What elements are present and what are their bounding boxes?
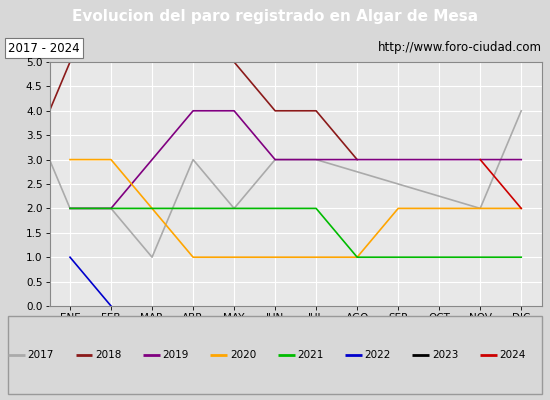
Text: 2024: 2024 — [499, 350, 526, 360]
Text: Evolucion del paro registrado en Algar de Mesa: Evolucion del paro registrado en Algar d… — [72, 10, 478, 24]
Text: 2017: 2017 — [28, 350, 54, 360]
Text: http://www.foro-ciudad.com: http://www.foro-ciudad.com — [378, 42, 542, 54]
Text: 2020: 2020 — [230, 350, 256, 360]
Text: 2023: 2023 — [432, 350, 458, 360]
Text: 2019: 2019 — [162, 350, 189, 360]
Text: 2021: 2021 — [297, 350, 323, 360]
Text: 2017 - 2024: 2017 - 2024 — [8, 42, 80, 54]
Text: 2018: 2018 — [95, 350, 122, 360]
Text: 2022: 2022 — [365, 350, 391, 360]
